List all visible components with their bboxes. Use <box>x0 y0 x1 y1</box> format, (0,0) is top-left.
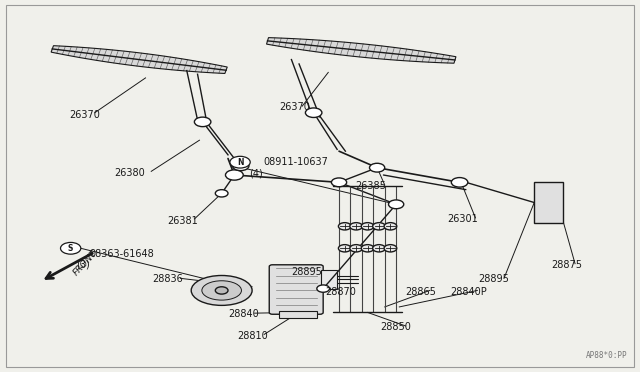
Circle shape <box>61 243 81 254</box>
Text: 28895: 28895 <box>291 267 323 277</box>
Text: 28840P: 28840P <box>450 287 487 297</box>
Circle shape <box>339 245 351 252</box>
Text: 08363-61648: 08363-61648 <box>90 249 154 259</box>
FancyBboxPatch shape <box>269 265 323 314</box>
Text: 26380: 26380 <box>114 168 145 178</box>
Circle shape <box>350 223 362 230</box>
Circle shape <box>305 108 322 118</box>
Text: 26370: 26370 <box>69 109 100 119</box>
Text: 26385: 26385 <box>355 181 386 191</box>
Circle shape <box>372 223 385 230</box>
Circle shape <box>384 245 397 252</box>
Text: S: S <box>68 244 74 253</box>
Text: 28836: 28836 <box>152 275 182 285</box>
Circle shape <box>332 178 347 187</box>
Circle shape <box>215 287 228 294</box>
Text: 28840: 28840 <box>228 309 259 319</box>
Ellipse shape <box>202 281 241 300</box>
Text: 08911-10637: 08911-10637 <box>263 157 328 167</box>
Circle shape <box>339 223 351 230</box>
Text: 28850: 28850 <box>380 322 411 332</box>
Circle shape <box>388 200 404 209</box>
Circle shape <box>230 156 250 168</box>
Circle shape <box>350 245 362 252</box>
Bar <box>534 182 563 223</box>
Text: 28895: 28895 <box>479 275 509 285</box>
Text: 28875: 28875 <box>552 260 582 270</box>
Text: (4): (4) <box>249 168 262 178</box>
Text: (3): (3) <box>76 260 90 270</box>
Circle shape <box>232 161 249 171</box>
Circle shape <box>372 245 385 252</box>
Text: 26301: 26301 <box>447 214 477 224</box>
Text: 28865: 28865 <box>406 287 436 297</box>
Bar <box>321 270 337 289</box>
Bar <box>279 311 317 318</box>
Circle shape <box>369 163 385 172</box>
Text: FRONT: FRONT <box>72 248 99 277</box>
Circle shape <box>195 117 211 126</box>
Circle shape <box>451 177 468 187</box>
Ellipse shape <box>191 276 252 305</box>
Text: 26381: 26381 <box>168 216 198 226</box>
Polygon shape <box>51 46 227 73</box>
Text: N: N <box>237 158 243 167</box>
Text: AP88*0:PP: AP88*0:PP <box>586 351 628 360</box>
Polygon shape <box>266 38 456 63</box>
Circle shape <box>317 285 330 292</box>
Text: 26370: 26370 <box>279 102 310 112</box>
Circle shape <box>361 223 374 230</box>
Circle shape <box>361 245 374 252</box>
Circle shape <box>215 190 228 197</box>
Circle shape <box>225 170 243 180</box>
Text: 28870: 28870 <box>325 287 356 297</box>
Circle shape <box>384 223 397 230</box>
Text: 28810: 28810 <box>237 331 268 341</box>
